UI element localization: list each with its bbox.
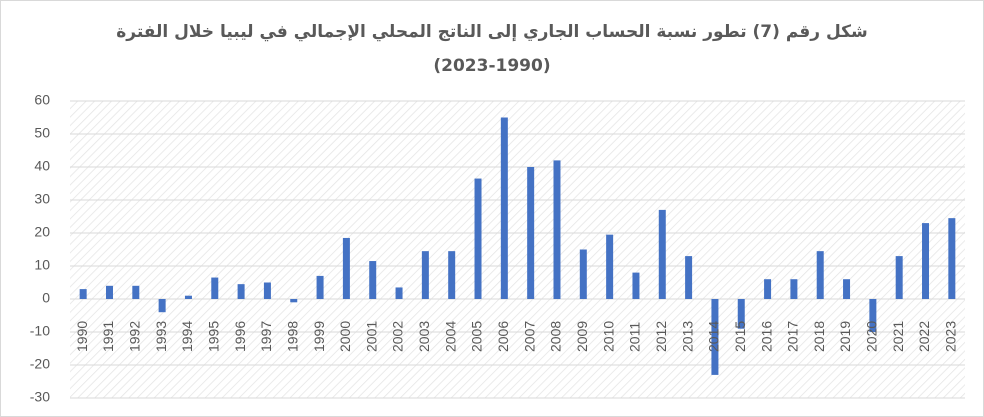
bar <box>764 279 772 299</box>
x-tick-label: 2010 <box>600 321 616 352</box>
y-tick-label: 10 <box>34 257 50 273</box>
bar <box>711 299 719 375</box>
bar <box>448 251 456 299</box>
bar <box>369 261 377 299</box>
bar <box>79 289 87 299</box>
x-tick-label: 2006 <box>495 321 511 352</box>
bar <box>395 287 403 299</box>
x-tick-label: 2003 <box>416 321 432 352</box>
bar <box>606 234 614 299</box>
y-tick-label: 30 <box>34 191 50 207</box>
x-tick-label: 1996 <box>232 321 248 352</box>
bar <box>816 251 824 299</box>
x-tick-label: 1993 <box>153 321 169 352</box>
bar <box>184 295 192 299</box>
y-tick-label: 0 <box>42 290 50 306</box>
bar <box>342 237 350 299</box>
bar <box>869 299 877 332</box>
x-tick-label: 1994 <box>179 321 195 352</box>
bar <box>632 272 640 299</box>
x-tick-label: 1991 <box>100 321 116 352</box>
bar <box>211 277 219 299</box>
bar <box>790 279 798 299</box>
x-tick-label: 2021 <box>890 321 906 352</box>
x-tick-label: 1990 <box>74 321 90 352</box>
x-tick-label: 2014 <box>706 321 722 352</box>
x-tick-label: 2000 <box>337 321 353 352</box>
bar <box>132 285 140 299</box>
bar <box>158 299 166 313</box>
bar <box>474 178 482 299</box>
bar <box>421 251 429 299</box>
bar <box>658 209 666 299</box>
x-tick-label: 2001 <box>363 321 379 352</box>
x-tick-label: 1997 <box>258 321 274 352</box>
chart-title: شكل رقم (7) تطور نسبة الحساب الجاري إلى … <box>116 22 868 42</box>
x-tick-label: 2023 <box>943 321 959 352</box>
x-tick-label: 2022 <box>916 321 932 352</box>
x-tick-label: 2008 <box>548 321 564 352</box>
bar <box>579 249 587 299</box>
x-tick-label: 2011 <box>627 322 643 352</box>
x-tick-label: 2017 <box>785 321 801 352</box>
x-tick-label: 2020 <box>864 321 880 352</box>
bar <box>105 285 113 299</box>
x-tick-label: 2012 <box>653 321 669 352</box>
x-tick-label: 2019 <box>837 321 853 352</box>
bar <box>922 223 930 299</box>
bar <box>237 284 245 299</box>
x-tick-label: 2005 <box>469 321 485 352</box>
x-tick-label: 2009 <box>574 321 590 352</box>
x-tick-label: 2013 <box>679 321 695 352</box>
x-tick-label: 2016 <box>758 321 774 352</box>
x-tick-label: 1995 <box>205 321 221 352</box>
plot-area <box>70 101 965 398</box>
bar <box>948 218 956 299</box>
bar <box>685 256 693 299</box>
x-tick-label: 1998 <box>284 321 300 352</box>
y-tick-label: 20 <box>34 224 50 240</box>
bar <box>316 275 324 299</box>
bar <box>500 117 508 299</box>
chart-subtitle: (2023-1990) <box>433 56 550 76</box>
y-tick-label: 50 <box>34 125 50 141</box>
bar <box>737 299 745 329</box>
bar <box>290 299 298 303</box>
x-tick-label: 2018 <box>811 321 827 352</box>
bar <box>895 256 903 299</box>
y-tick-label: 60 <box>34 92 50 108</box>
x-tick-label: 2004 <box>442 321 458 352</box>
x-tick-label: 2002 <box>390 321 406 352</box>
bar <box>843 279 851 299</box>
y-tick-label: -30 <box>30 389 50 405</box>
y-tick-label: -20 <box>30 356 50 372</box>
x-tick-label: 2007 <box>521 321 537 352</box>
bar <box>553 160 561 299</box>
bar <box>263 282 271 299</box>
y-tick-label: -10 <box>30 323 50 339</box>
x-tick-label: 1992 <box>127 321 143 352</box>
x-tick-label: 1999 <box>311 321 327 352</box>
y-tick-label: 40 <box>34 158 50 174</box>
x-tick-label: 2015 <box>732 321 748 352</box>
bar <box>527 167 535 299</box>
